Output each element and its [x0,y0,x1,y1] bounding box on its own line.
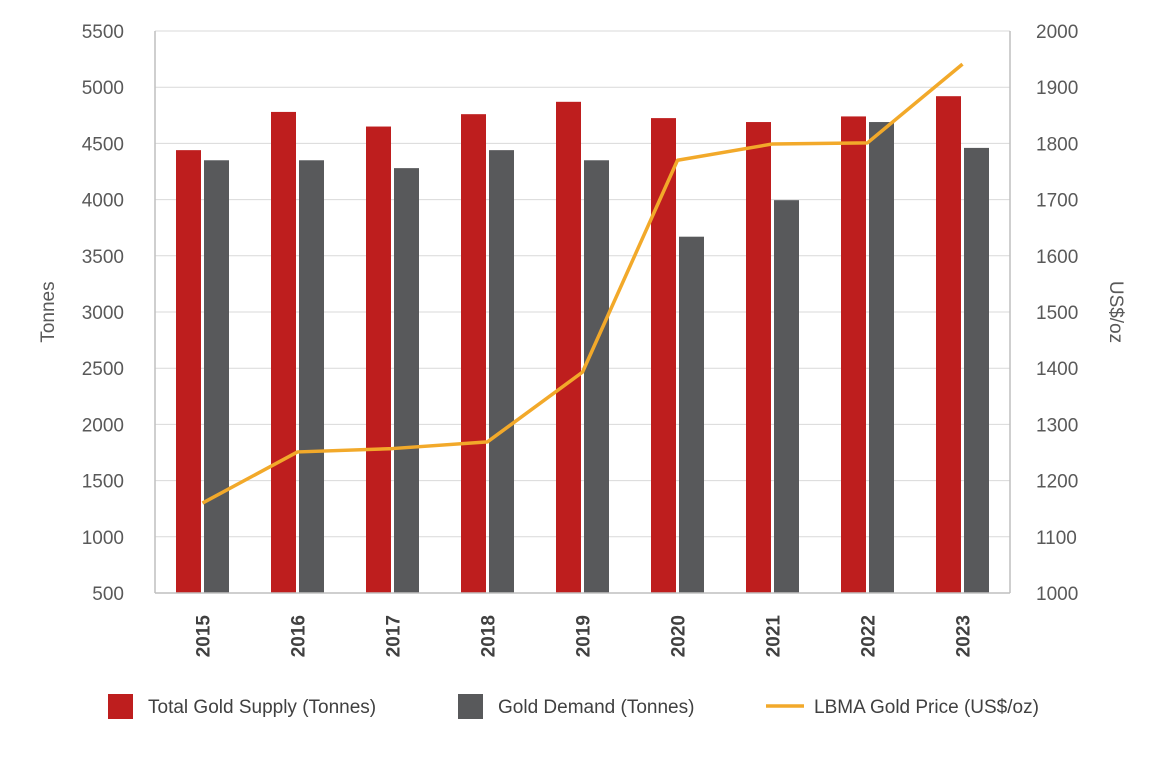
y2-tick-label: 1200 [1036,472,1078,493]
y2-tick-label: 1100 [1036,528,1077,549]
y-axis-title: Tonnes [38,281,59,342]
y2-tick-label: 1400 [1036,359,1078,380]
legend-label-price: LBMA Gold Price (US$/oz) [814,697,1039,718]
y-tick-label: 500 [92,584,124,605]
legend-label-demand: Gold Demand (Tonnes) [498,697,694,718]
x-tick-label: 2023 [954,615,975,657]
supply-bar [366,126,391,593]
y-tick-label: 5500 [82,22,124,43]
axes [154,31,1011,594]
y2-tick-label: 1500 [1036,303,1078,324]
demand-bar [964,147,989,593]
y-tick-label: 3500 [82,247,124,268]
y2-tick-label: 1700 [1036,191,1078,212]
y-tick-label: 3000 [82,303,124,324]
y-tick-label: 1000 [82,528,124,549]
x-tick-label: 2017 [384,615,405,657]
y-tick-label: 5000 [82,78,124,99]
y2-tick-label: 2000 [1036,22,1078,43]
y2-tick-label: 1800 [1036,134,1078,155]
supply-bar [176,150,201,594]
left-axis-ticks: 5500 5000 4500 4000 3500 3000 2500 2000 1500 1000… [82,22,124,605]
y-tick-label: 2500 [82,359,124,380]
y2-tick-label: 1000 [1036,584,1078,605]
legend-label-supply: Total Gold Supply (Tonnes) [148,697,376,718]
demand-bar [869,122,894,593]
y-tick-label: 1500 [82,472,124,493]
bars [176,96,989,594]
y2-axis-title: US$/oz [1105,281,1126,343]
right-axis-ticks: 2000 1900 1800 1700 1600 1500 1400 1300 1200 1100… [1036,22,1078,605]
supply-bar [556,101,581,593]
supply-bar [746,122,771,593]
x-tick-label: 2021 [764,615,785,658]
demand-bar [584,160,609,593]
x-tick-label: 2015 [194,615,215,658]
x-tick-label: 2016 [289,615,310,657]
supply-bar [936,96,961,593]
y2-tick-label: 1900 [1036,78,1078,99]
demand-bar [204,160,229,593]
legend-swatch-demand [458,694,483,719]
y-tick-label: 2000 [82,415,124,436]
demand-bar [394,168,419,594]
y-tick-label: 4000 [82,191,124,212]
supply-bar [461,114,486,594]
y2-tick-label: 1300 [1036,415,1078,436]
demand-bar [679,236,704,593]
x-tick-label: 2018 [479,615,500,657]
price-line [201,62,964,505]
y-tick-label: 4500 [82,134,124,155]
demand-bar [489,150,514,594]
x-tick-label: 2022 [859,615,880,657]
gridlines [155,30,1010,538]
x-tick-label: 2019 [574,615,595,657]
demand-bar [299,160,324,593]
supply-bar [841,116,866,593]
x-tick-label: 2020 [669,615,690,657]
x-axis-ticks: 2015 2016 2017 2018 2019 2020 2021 2022 2023 [194,615,975,658]
y2-tick-label: 1600 [1036,247,1078,268]
demand-bar [774,200,799,594]
price-line-path [201,62,964,505]
supply-bar [651,118,676,594]
legend-swatch-supply [108,694,133,719]
legend: Total Gold Supply (Tonnes) Gold Demand (T… [108,694,1039,719]
supply-bar [271,111,296,593]
